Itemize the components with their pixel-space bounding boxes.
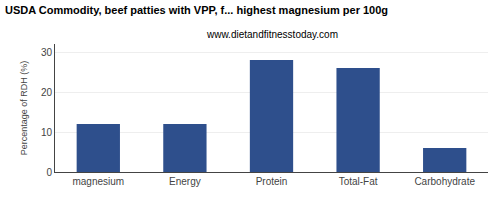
svg-text:20: 20	[41, 87, 53, 98]
svg-text:Carbohydrate: Carbohydrate	[414, 176, 475, 187]
svg-text:Percentage of RDH (%): Percentage of RDH (%)	[19, 61, 29, 156]
svg-text:USDA Commodity, beef patties w: USDA Commodity, beef patties with VPP, f…	[5, 4, 388, 16]
svg-text:10: 10	[41, 127, 53, 138]
svg-text:Protein: Protein	[256, 176, 288, 187]
svg-text:30: 30	[41, 47, 53, 58]
svg-text:www.dietandfitnesstoday.com: www.dietandfitnesstoday.com	[206, 29, 338, 40]
svg-text:Total-Fat: Total-Fat	[339, 176, 378, 187]
svg-text:0: 0	[46, 167, 52, 178]
svg-text:magnesium: magnesium	[72, 176, 124, 187]
svg-text:Energy: Energy	[169, 176, 201, 187]
